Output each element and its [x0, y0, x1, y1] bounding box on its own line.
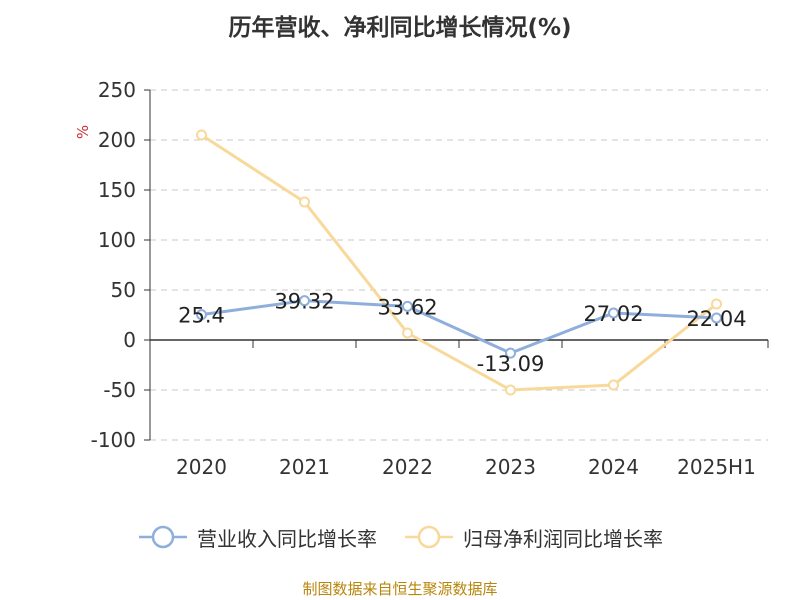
- legend-item-revenue[interactable]: 营业收入同比增长率: [137, 523, 377, 552]
- y-tick-label: -100: [91, 428, 136, 452]
- y-tick-label: 100: [98, 228, 136, 252]
- y-tick-label: 0: [123, 328, 136, 352]
- data-point: [608, 379, 619, 391]
- series-layer: [196, 129, 722, 396]
- y-tick-label: 200: [98, 128, 136, 152]
- y-tick-label: 150: [98, 178, 136, 202]
- x-tick-label: 2023: [485, 455, 536, 479]
- source-note: 制图数据来自恒生聚源数据库: [302, 580, 498, 598]
- legend-swatch-net-profit: [405, 525, 453, 549]
- x-tick-label: 2025H1: [677, 455, 756, 479]
- legend: 营业收入同比增长率 归母净利润同比增长率: [0, 520, 800, 554]
- legend-label-net-profit: 归母净利润同比增长率: [463, 526, 663, 551]
- x-tick-label: 2022: [382, 455, 433, 479]
- series-line-1: [200, 133, 718, 392]
- data-point: [608, 307, 619, 319]
- legend-item-net-profit[interactable]: 归母净利润同比增长率: [403, 523, 663, 552]
- grid-layer: [150, 89, 768, 441]
- data-point: [299, 295, 310, 307]
- legend-swatch-revenue: [139, 525, 187, 549]
- data-point: [299, 196, 310, 208]
- data-label: 25.4: [178, 304, 225, 328]
- data-point: [196, 129, 207, 141]
- x-tick-label: 2020: [176, 455, 227, 479]
- data-label: 33.62: [377, 295, 437, 319]
- data-point: [505, 384, 516, 396]
- x-tick-label: 2024: [588, 455, 639, 479]
- y-tick-label: 50: [111, 278, 136, 302]
- y-axis-unit-label: %: [74, 125, 92, 139]
- data-point: [711, 312, 722, 324]
- data-label: 27.02: [583, 302, 643, 326]
- axis-layer: -100 -50 0 50 100 150 200 250 2020 2021 2022 2023 20…: [91, 78, 769, 479]
- data-point: [402, 300, 413, 312]
- series-line-0: [201, 299, 717, 355]
- legend-label-revenue: 营业收入同比增长率: [197, 526, 377, 551]
- y-tick-label: -50: [103, 378, 136, 402]
- data-point: [505, 347, 516, 359]
- data-label: -13.09: [477, 352, 545, 376]
- data-label: 22.04: [686, 307, 746, 331]
- chart-title: 历年营收、净利同比增长情况(%): [228, 15, 572, 41]
- data-point: [711, 298, 722, 310]
- label-layer: 25.4 39.32 33.62 -13.09 27.02 22.04: [178, 290, 746, 376]
- y-tick-label: 250: [98, 78, 136, 102]
- x-tick-label: 2021: [279, 455, 330, 479]
- data-point: [402, 327, 413, 339]
- data-label: 39.32: [274, 290, 334, 314]
- data-point: [196, 309, 207, 321]
